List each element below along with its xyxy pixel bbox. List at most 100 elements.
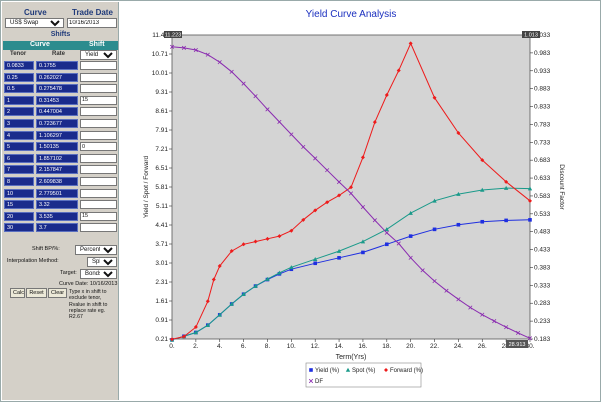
tenor-cell[interactable]: 30 <box>4 223 34 233</box>
trade-date-input[interactable] <box>67 18 117 28</box>
df-point <box>480 312 485 317</box>
rate-cell[interactable]: 2.157847 <box>36 165 78 175</box>
yield-point <box>432 227 437 232</box>
tenor-cell[interactable]: 15 <box>4 200 34 210</box>
y-tick-label: 9.31 <box>155 89 168 96</box>
x-tick-label: 20. <box>406 343 415 350</box>
cursor-y2-box <box>522 31 540 38</box>
rate-cell[interactable]: 0.31453 <box>36 95 78 105</box>
shift-input[interactable] <box>80 177 117 186</box>
df-point <box>384 230 389 235</box>
shift-input[interactable] <box>80 223 117 233</box>
shift-input[interactable] <box>80 200 117 210</box>
tenor-cell[interactable]: 1 <box>4 95 34 105</box>
rate-cell[interactable]: 0.1755 <box>36 61 78 70</box>
rate-cell[interactable]: 1.50135 <box>36 142 78 152</box>
shift-input[interactable] <box>80 153 117 163</box>
yield-point <box>504 218 508 223</box>
shift-mode-select[interactable]: Yield <box>80 50 117 60</box>
y-tick-label: 6.51 <box>155 165 168 172</box>
tenor-cell[interactable]: 2 <box>4 107 34 117</box>
yield-point <box>361 250 365 255</box>
shift-input[interactable] <box>80 130 117 140</box>
curve-select[interactable]: US$ Swap <box>5 18 64 28</box>
y2-tick-label: 0.883 <box>534 86 551 93</box>
tenor-cell[interactable]: 7 <box>4 165 34 175</box>
interpolation-select[interactable]: Spline <box>87 257 117 267</box>
table-header-bar: Curve Shift <box>3 41 118 50</box>
tenor-cell[interactable]: 6 <box>4 153 34 163</box>
shift-input[interactable] <box>80 211 117 221</box>
yield-point <box>408 234 413 238</box>
y-tick-label: 3.71 <box>155 241 168 248</box>
shift-input[interactable] <box>80 61 117 70</box>
tenor-cell[interactable]: 10 <box>4 188 34 198</box>
df-point <box>193 47 198 53</box>
spot-point <box>527 186 533 191</box>
shift-input[interactable] <box>80 107 117 117</box>
calc-button[interactable]: Calc <box>10 288 25 298</box>
forward-point <box>408 41 413 46</box>
tenor-cell[interactable]: 8 <box>4 177 34 186</box>
y-tick-label: 7.21 <box>155 146 168 153</box>
rate-cell[interactable]: 2.609838 <box>36 177 78 186</box>
spot-point <box>217 312 222 317</box>
tenor-cell[interactable]: 0.0833 <box>4 61 34 70</box>
yield-point <box>528 218 532 222</box>
target-select[interactable]: Bonds <box>80 269 117 279</box>
df-point <box>504 325 509 330</box>
shift-input[interactable] <box>80 165 117 175</box>
y2-tick-label: 0.283 <box>534 300 551 307</box>
shift-input[interactable] <box>80 84 117 94</box>
tenor-cell[interactable]: 20 <box>4 211 34 221</box>
spot-point <box>336 248 342 253</box>
reset-button[interactable]: Reset <box>26 288 47 298</box>
tenor-cell[interactable]: 3 <box>4 119 34 128</box>
rate-cell[interactable]: 1.106297 <box>36 130 78 140</box>
shift-input[interactable] <box>80 119 117 128</box>
df-point <box>420 268 425 273</box>
rate-cell[interactable]: 3.32 <box>36 200 78 210</box>
shift-bp-select[interactable]: Percent <box>75 245 117 255</box>
forward-point <box>289 228 294 233</box>
forward-point <box>384 92 389 97</box>
rate-cell[interactable]: 3.7 <box>36 223 78 233</box>
tenor-cell[interactable]: 4 <box>4 130 34 140</box>
yield-point <box>289 267 294 272</box>
tenor-cell[interactable]: 0.5 <box>4 84 34 94</box>
rate-cell[interactable]: 1.857102 <box>36 153 78 163</box>
shift-input[interactable] <box>80 142 117 152</box>
forward-point <box>313 208 318 213</box>
cursor-y-readout: 11.223 <box>165 33 181 39</box>
rate-cell[interactable]: 2.779501 <box>36 188 78 198</box>
df-point <box>468 305 473 310</box>
spot-point <box>503 185 509 190</box>
tenor-cell[interactable]: 5 <box>4 142 34 152</box>
x-tick-label: 2. <box>193 343 199 350</box>
y-tick-label: 0.91 <box>155 317 168 324</box>
legend-box <box>305 362 422 388</box>
rate-cell[interactable]: 0.447004 <box>36 107 78 117</box>
spot-point <box>432 198 437 203</box>
tenor-col-header: Tenor <box>10 51 27 57</box>
rate-cell[interactable]: 3.535 <box>36 211 78 221</box>
clear-button[interactable]: Clear <box>48 288 67 298</box>
shift-input[interactable] <box>80 95 117 105</box>
df-point <box>515 330 521 336</box>
yield-point <box>313 261 317 266</box>
shift-input[interactable] <box>80 72 117 82</box>
forward-point <box>170 337 174 342</box>
shift-input[interactable] <box>80 188 117 198</box>
rate-cell[interactable]: 0.275478 <box>36 84 78 94</box>
trade-date-header: Trade Date <box>72 8 113 17</box>
df-point <box>432 278 437 284</box>
y2-tick-label: 0.233 <box>534 318 551 325</box>
shift-bp-label: Shift BP/%: <box>32 246 60 252</box>
tenor-cell[interactable]: 0.25 <box>4 72 34 82</box>
rate-cell[interactable]: 0.262027 <box>36 72 78 82</box>
cursor-x-readout: 28.913 <box>509 342 526 348</box>
yield-point <box>385 242 389 247</box>
y-tick-label: 5.81 <box>155 184 168 191</box>
x-tick-label: 0. <box>169 343 175 350</box>
rate-cell[interactable]: 0.723677 <box>36 119 78 128</box>
